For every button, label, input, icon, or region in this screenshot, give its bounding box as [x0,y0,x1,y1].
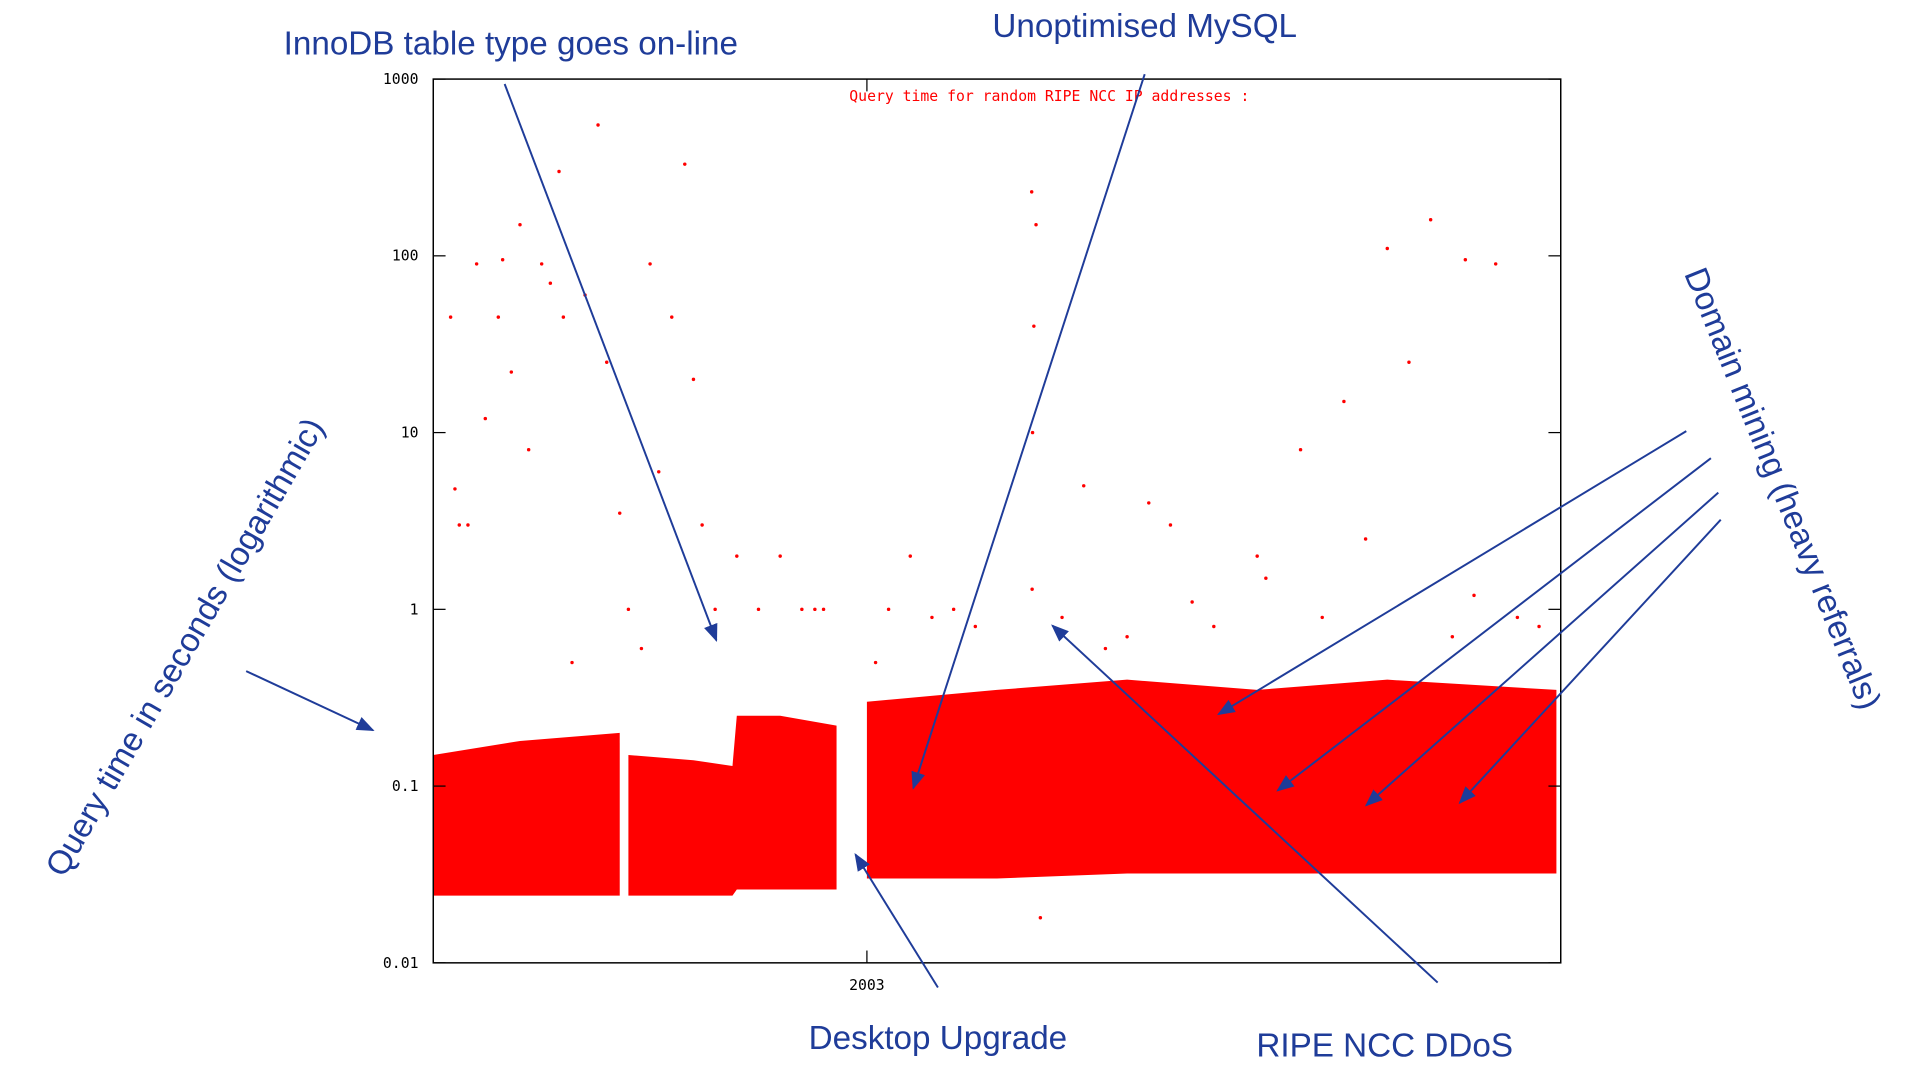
density-band [628,715,837,896]
point [973,624,978,629]
point [1060,615,1064,620]
point [526,447,531,452]
point [1030,587,1034,591]
annotation: Desktop Upgrade [809,1020,1068,1057]
point [466,523,470,527]
point [930,615,934,620]
point [873,660,878,665]
point [1428,218,1433,222]
point [509,370,514,374]
point [483,416,488,421]
y-tick-label: 10 [401,425,419,442]
point [700,523,704,527]
arrow [1051,624,1439,984]
point [657,470,661,474]
point [474,262,479,266]
point [1034,222,1038,227]
plot-frame [432,78,1562,964]
point [778,554,782,558]
point [557,169,561,174]
point [570,660,574,665]
point [713,607,717,612]
point [670,315,674,319]
arrow [503,83,718,643]
density-band [866,679,1557,879]
point [821,607,826,612]
annotation: RIPE NCC DDoS [1256,1027,1513,1064]
density-band [433,732,620,896]
point [618,511,622,515]
annotation: InnoDB table type goes on-line [284,25,738,62]
point [1125,634,1129,639]
point [1032,324,1036,328]
arrow [1458,519,1722,805]
y-tick-label: 0.1 [392,778,419,795]
point [561,315,566,319]
arrow [245,670,375,732]
point [908,554,912,558]
point [1463,258,1468,262]
point [951,607,956,612]
point [648,262,652,266]
arrow [911,73,1146,790]
point [735,554,739,558]
point [539,262,544,266]
arrow [1217,430,1687,716]
y-tick-label: 1 [410,601,419,618]
point [1320,615,1324,620]
point [800,607,804,612]
y-tick-label: 100 [392,248,419,265]
point [886,607,891,612]
point [518,222,522,227]
point [448,315,453,319]
y-tick-label: 0.01 [383,955,419,972]
point [683,162,687,166]
x-tick-label: 2003 [849,977,885,994]
point [604,360,609,364]
point [1190,600,1194,604]
y-tick-label: 1000 [383,71,419,88]
point [457,523,462,527]
point [1029,190,1034,194]
point [1168,523,1173,527]
arrow [1276,457,1712,792]
point [1038,915,1043,920]
point [1082,484,1086,488]
point [1342,399,1346,404]
annotation: Unoptimised MySQL [992,8,1297,45]
point [1407,360,1411,364]
arrow [854,853,939,988]
point [1363,537,1368,541]
point [496,315,501,319]
point [1450,634,1455,639]
point [691,377,696,382]
point [453,487,457,491]
point [548,281,553,285]
point [756,607,761,612]
point [1298,447,1303,452]
point [639,646,644,651]
point [626,607,631,612]
point [1493,262,1498,266]
annotation-arrows [245,73,1722,988]
point [1264,576,1268,580]
point [1212,624,1216,629]
point [1385,246,1390,251]
point [596,123,600,127]
point [1030,430,1035,435]
arrow [1364,491,1719,807]
point [500,258,505,262]
plot-area [433,123,1557,920]
point [1147,501,1151,505]
point [1103,646,1108,651]
point [1472,593,1476,598]
point [1537,624,1541,629]
chart-subtitle: Query time for random RIPE NCC IP addres… [849,88,1249,105]
point [813,607,817,612]
point [1255,554,1259,558]
point [1515,615,1520,620]
